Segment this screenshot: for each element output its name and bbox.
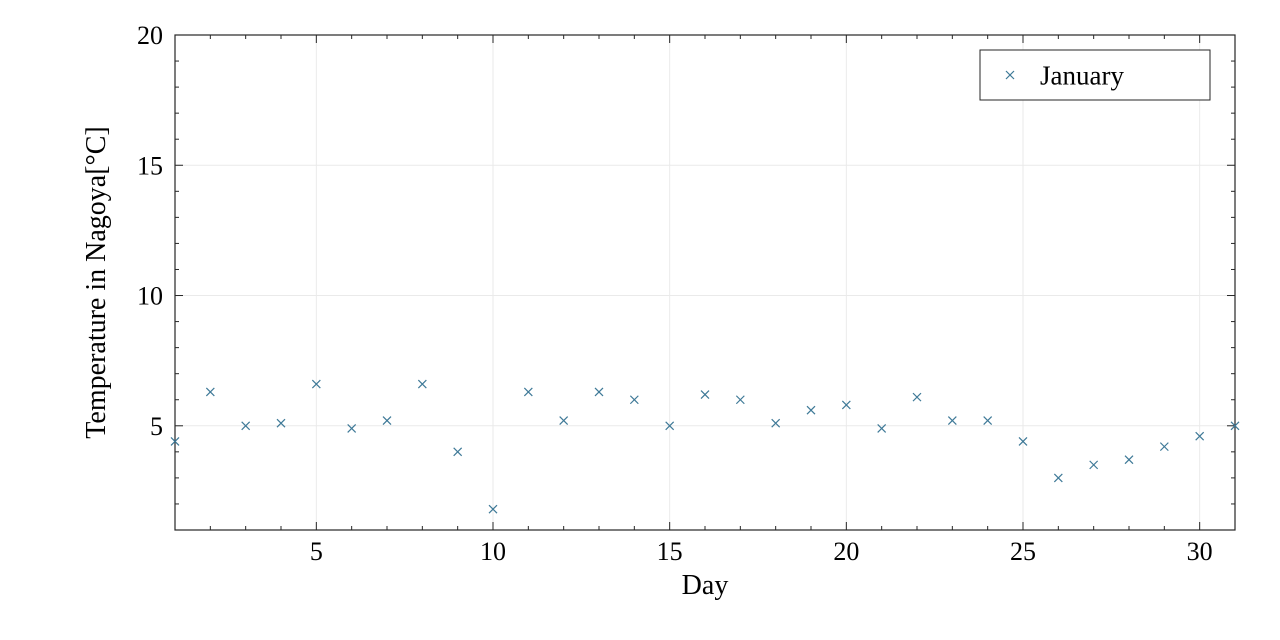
legend: January <box>980 50 1210 100</box>
svg-text:20: 20 <box>137 21 163 50</box>
svg-text:10: 10 <box>137 282 163 311</box>
svg-text:5: 5 <box>150 412 163 441</box>
x-axis-label: Day <box>682 570 729 601</box>
svg-text:25: 25 <box>1010 537 1036 566</box>
temperature-scatter-chart: 5 10 15 20 25 30 5 10 15 20 Day Temperature in Nago… <box>0 0 1280 640</box>
svg-text:5: 5 <box>310 537 323 566</box>
svg-text:20: 20 <box>833 537 859 566</box>
chart-svg: 5 10 15 20 25 30 5 10 15 20 Day Temperature in Nago… <box>0 0 1280 640</box>
svg-text:15: 15 <box>137 151 163 180</box>
svg-text:10: 10 <box>480 537 506 566</box>
y-axis-label: Temperature in Nagoya[°C] <box>81 126 112 438</box>
legend-label: January <box>1040 60 1124 90</box>
svg-text:15: 15 <box>657 537 683 566</box>
svg-text:30: 30 <box>1187 537 1213 566</box>
